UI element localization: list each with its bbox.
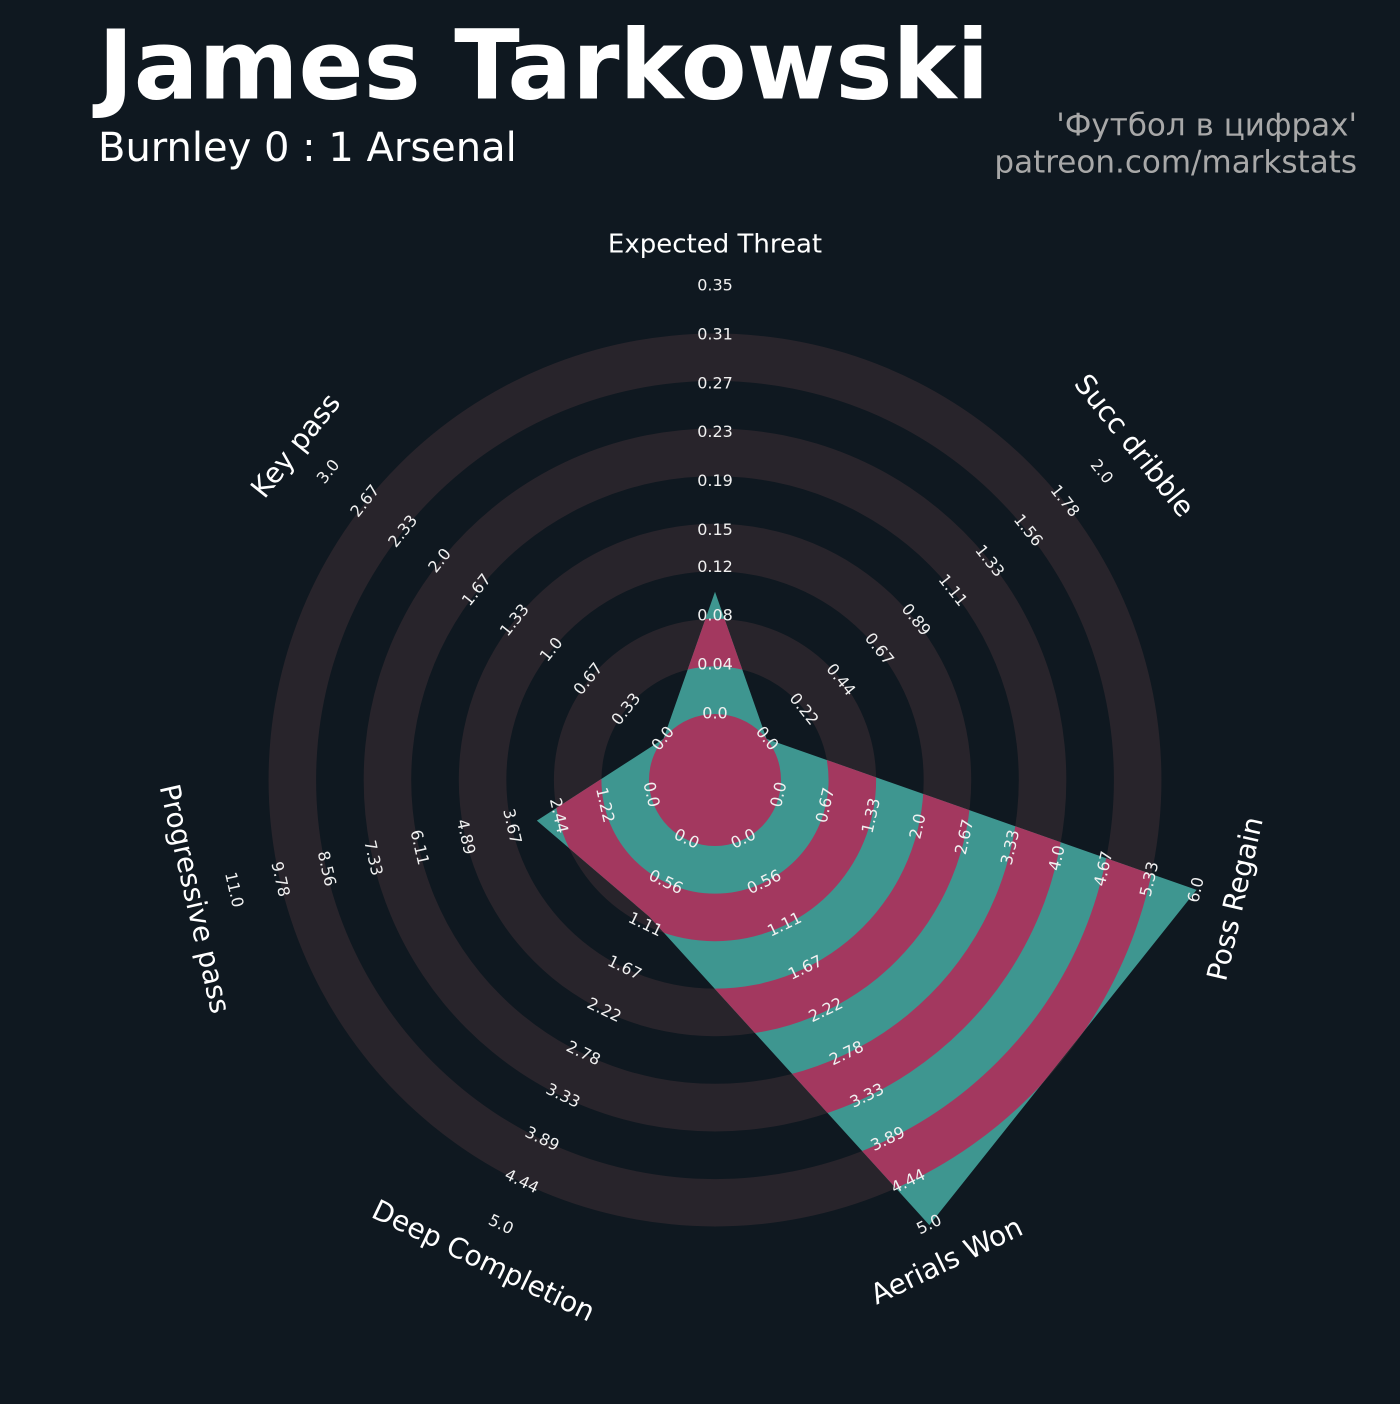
tick-label: 0.0	[702, 704, 727, 723]
tick-label: 0.31	[697, 324, 733, 343]
credit: 'Футбол в цифрах'	[1056, 108, 1357, 144]
tick-label: 0.04	[697, 655, 733, 674]
subtitle: Burnley 0 : 1 Arsenal	[98, 125, 517, 171]
title: James Tarkowski	[92, 9, 989, 121]
tick-label: 0.15	[697, 520, 733, 539]
tick-label: 0.27	[697, 373, 733, 392]
tick-label: 0.12	[697, 557, 733, 576]
tick-label: 0.23	[697, 422, 733, 441]
tick-label: 0.19	[697, 471, 733, 490]
highlight-ring	[649, 714, 781, 846]
axis-label: Expected Threat	[608, 230, 822, 260]
credit: patreon.com/markstats	[994, 145, 1357, 181]
tick-label: 0.08	[697, 606, 733, 625]
tick-label: 0.35	[697, 276, 733, 295]
